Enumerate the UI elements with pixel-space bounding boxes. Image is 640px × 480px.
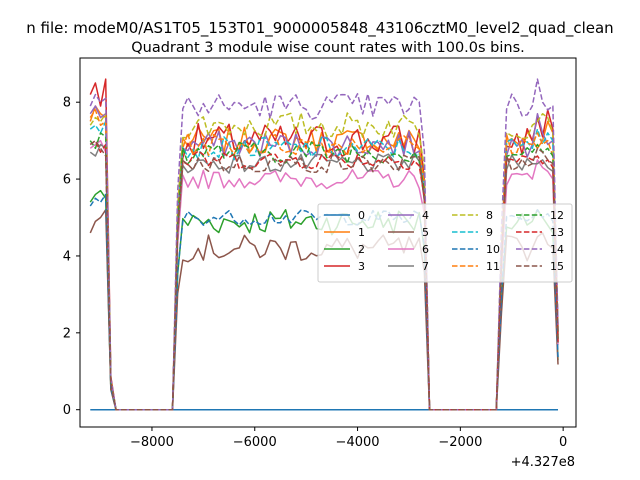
legend-item-10[interactable]: 10 xyxy=(452,243,500,256)
y-tick-label: 4 xyxy=(63,249,71,264)
series-line-13 xyxy=(89,139,559,411)
legend-frame xyxy=(317,203,573,283)
legend-label: 1 xyxy=(358,226,365,239)
x-offset-text: +4.327e8 xyxy=(511,455,575,470)
x-tick-label: −4000 xyxy=(336,435,380,450)
legend-label: 2 xyxy=(358,243,365,256)
legend-label: 0 xyxy=(358,209,365,222)
series-line-15 xyxy=(89,139,559,411)
y-tick-label: 8 xyxy=(63,96,71,111)
legend-item-2[interactable]: 2 xyxy=(324,243,365,256)
legend-item-6[interactable]: 6 xyxy=(388,243,429,256)
legend-label: 5 xyxy=(422,226,429,239)
x-tick-label: −2000 xyxy=(438,435,482,450)
legend-item-13[interactable]: 13 xyxy=(516,226,564,239)
legend-item-12[interactable]: 12 xyxy=(516,209,564,222)
legend-label: 6 xyxy=(422,243,429,256)
legend-label: 7 xyxy=(422,260,429,273)
y-axis: 0 2 4 6 8 xyxy=(63,96,80,418)
x-axis: −8000 −6000 −4000 −2000 0 xyxy=(130,427,567,450)
legend-item-15[interactable]: 15 xyxy=(516,260,564,273)
legend-label: 4 xyxy=(422,209,429,222)
x-tick-label: 0 xyxy=(559,435,567,450)
legend-label: 14 xyxy=(550,243,564,256)
legend-item-4[interactable]: 4 xyxy=(388,209,429,222)
legend-item-1[interactable]: 1 xyxy=(324,226,365,239)
legend-label: 12 xyxy=(550,209,564,222)
legend-item-8[interactable]: 8 xyxy=(452,209,493,222)
legend-item-11[interactable]: 11 xyxy=(452,260,500,273)
x-tick-label: −8000 xyxy=(130,435,174,450)
legend-label: 10 xyxy=(486,243,500,256)
legend-label: 9 xyxy=(486,226,493,239)
y-tick-label: 2 xyxy=(63,326,71,341)
legend-label: 8 xyxy=(486,209,493,222)
y-tick-label: 6 xyxy=(63,173,71,188)
legend-label: 13 xyxy=(550,226,564,239)
figure-suptitle: n file: modeM0/AS1T05_153T01_9000005848_… xyxy=(26,19,613,38)
x-tick-label: −6000 xyxy=(233,435,277,450)
legend-item-5[interactable]: 5 xyxy=(388,226,429,239)
legend-item-0[interactable]: 0 xyxy=(324,209,365,222)
legend-item-9[interactable]: 9 xyxy=(452,226,493,239)
legend-item-14[interactable]: 14 xyxy=(516,243,564,256)
y-tick-label: 0 xyxy=(63,403,71,418)
chart-title: Quadrant 3 module wise count rates with … xyxy=(131,40,525,56)
legend-label: 11 xyxy=(486,260,500,273)
axes-frame xyxy=(79,57,577,428)
legend-item-7[interactable]: 7 xyxy=(388,260,429,273)
legend-label: 15 xyxy=(550,260,564,273)
legend-label: 3 xyxy=(358,260,365,273)
legend-item-3[interactable]: 3 xyxy=(324,260,365,273)
